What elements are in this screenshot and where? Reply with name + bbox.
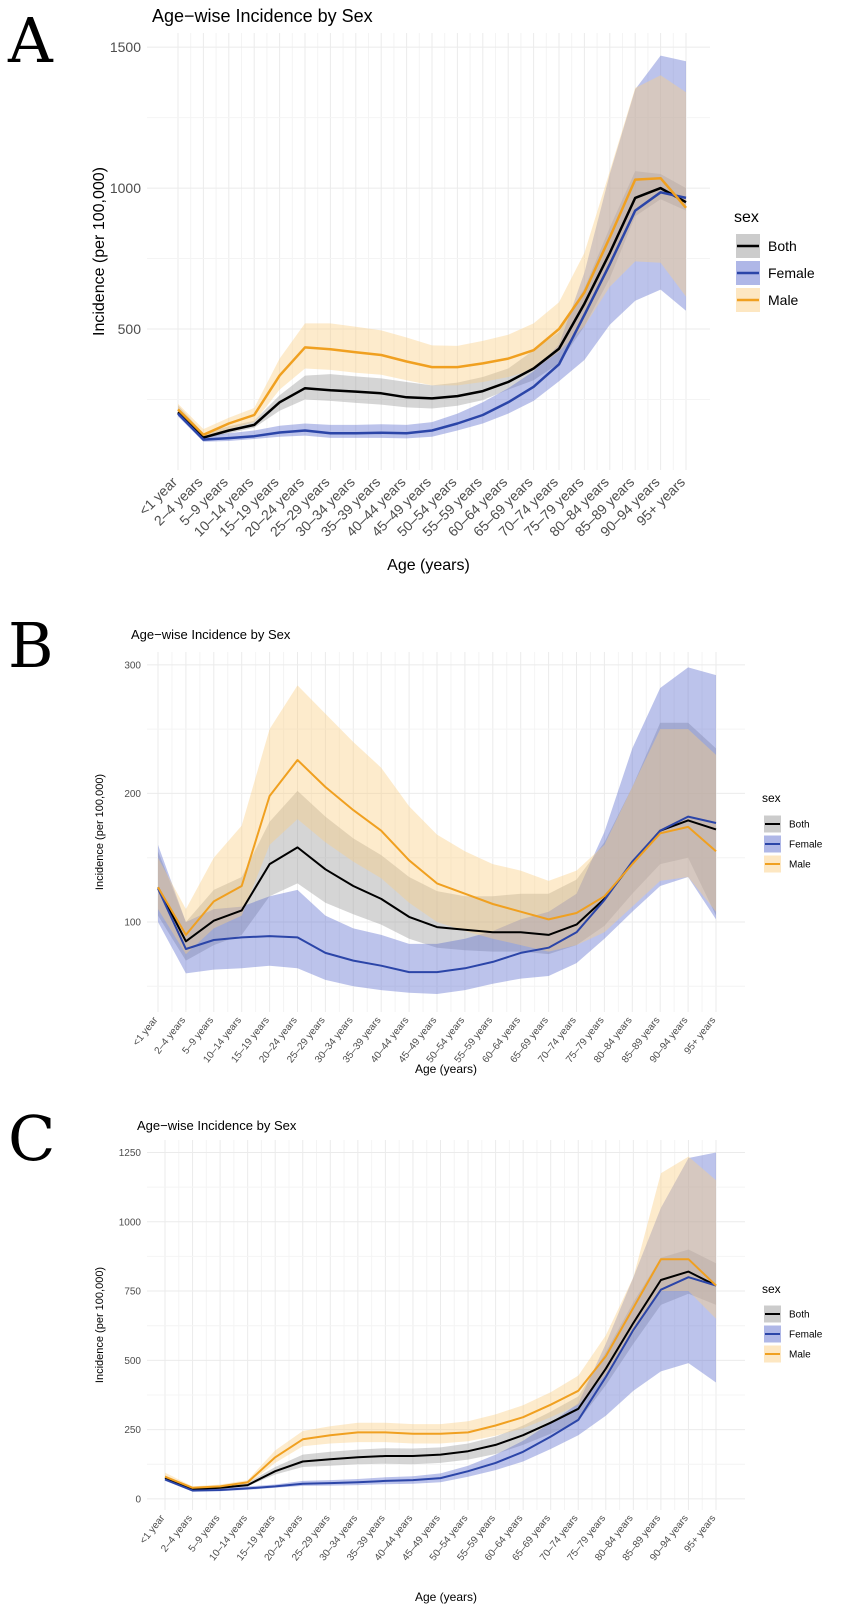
legend: sex Both Female Male bbox=[762, 1282, 823, 1363]
line-female bbox=[164, 1276, 717, 1492]
x-axis-label: Age (years) bbox=[415, 1062, 477, 1076]
y-axis-ticks: 100 200 300 bbox=[124, 660, 141, 928]
y-tick-label: 300 bbox=[124, 660, 141, 671]
panel-b: B Age−wise Incidence by Sex 100 200 300 <1 ye… bbox=[8, 609, 823, 1076]
series-lines bbox=[177, 176, 687, 441]
ribbon-male bbox=[165, 1156, 716, 1490]
y-tick-label: 1250 bbox=[119, 1148, 142, 1159]
panel-a: A Age−wise Incidence by Sex 500 1000 1500 <1 … bbox=[7, 4, 815, 574]
panel-letter: A bbox=[7, 4, 54, 77]
y-axis-ticks: 500 1000 1500 bbox=[110, 39, 141, 337]
panel-c: C Age−wise Incidence by Sex 0 250 500 750 1000… bbox=[8, 1102, 823, 1604]
legend: sex Both Female Male bbox=[734, 209, 815, 312]
series-lines bbox=[157, 759, 717, 974]
line-male bbox=[157, 759, 717, 936]
line-both bbox=[177, 186, 687, 439]
legend-label-male: Male bbox=[768, 292, 799, 308]
legend-title: sex bbox=[762, 1282, 781, 1296]
grid bbox=[147, 1140, 745, 1510]
y-axis-label: Incidence (per 100,000) bbox=[91, 167, 108, 336]
legend-label-male: Male bbox=[789, 860, 811, 871]
legend-label-both: Both bbox=[789, 1310, 810, 1321]
y-tick-label: 250 bbox=[124, 1425, 141, 1436]
ribbon-male bbox=[158, 685, 716, 955]
y-tick-label: 0 bbox=[135, 1494, 141, 1505]
grid bbox=[147, 652, 745, 1012]
legend: sex Both Female Male bbox=[762, 791, 823, 873]
chart-title: Age−wise Incidence by Sex bbox=[137, 1118, 297, 1133]
ribbon-female bbox=[178, 55, 686, 442]
y-tick-label: 1500 bbox=[110, 39, 141, 55]
panel-letter: C bbox=[8, 1102, 55, 1175]
legend-label-both: Both bbox=[768, 238, 797, 254]
chart-title: Age−wise Incidence by Sex bbox=[152, 6, 373, 26]
y-axis-label: Incidence (per 100,000) bbox=[94, 1267, 106, 1383]
legend-label-both: Both bbox=[789, 820, 810, 831]
legend-label-male: Male bbox=[789, 1350, 811, 1361]
legend-label-female: Female bbox=[768, 265, 815, 281]
line-male bbox=[164, 1258, 717, 1489]
chart-title: Age−wise Incidence by Sex bbox=[131, 627, 291, 642]
legend-title: sex bbox=[762, 791, 781, 805]
y-axis-ticks: 0 250 500 750 1000 1250 bbox=[119, 1148, 142, 1505]
x-tick-label: <1 year bbox=[131, 1015, 161, 1049]
x-axis-label: Age (years) bbox=[415, 1590, 477, 1604]
y-tick-label: 200 bbox=[124, 789, 141, 800]
legend-label-female: Female bbox=[789, 1330, 823, 1341]
legend-label-female: Female bbox=[789, 840, 823, 851]
y-tick-label: 500 bbox=[124, 1356, 141, 1367]
y-axis-label: Incidence (per 100,000) bbox=[94, 774, 106, 890]
y-tick-label: 750 bbox=[124, 1287, 141, 1298]
series-lines bbox=[164, 1258, 717, 1492]
y-tick-label: 1000 bbox=[110, 180, 141, 196]
y-tick-label: 100 bbox=[124, 918, 141, 929]
y-tick-label: 500 bbox=[118, 321, 142, 337]
legend-title: sex bbox=[734, 209, 759, 226]
panel-letter: B bbox=[8, 609, 54, 682]
y-tick-label: 1000 bbox=[119, 1217, 142, 1228]
line-both bbox=[164, 1270, 717, 1491]
line-female bbox=[177, 191, 687, 441]
ribbon-both bbox=[158, 722, 716, 961]
x-axis-label: Age (years) bbox=[387, 557, 470, 574]
ribbon-female bbox=[165, 1152, 716, 1492]
